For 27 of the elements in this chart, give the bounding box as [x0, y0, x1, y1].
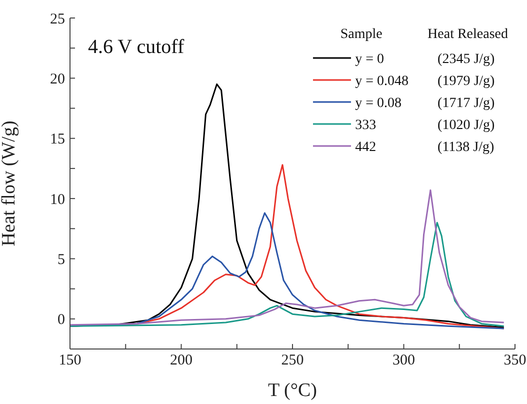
legend-label: y = 0.08 — [354, 95, 403, 113]
legend-label: 442 — [354, 139, 378, 157]
y-axis-title: Heat flow (W/g) — [0, 120, 20, 246]
legend-label: 333 — [354, 117, 378, 135]
y-tick-label: 20 — [50, 72, 65, 88]
annotation: Heat Released — [426, 26, 509, 44]
x-axis-title: T (°C) — [268, 380, 317, 401]
y-tick-label: 15 — [50, 132, 65, 148]
x-tick-label: 350 — [504, 352, 526, 369]
annotation: 4.6 V cutoff — [88, 36, 184, 59]
y-tick-label: 10 — [50, 192, 65, 208]
x-tick-label: 150 — [58, 352, 82, 369]
annotation: (1138 J/g) — [436, 139, 496, 157]
x-tick-label: 250 — [281, 352, 304, 369]
legend-title: Sample — [339, 26, 384, 44]
annotation: (2345 J/g) — [436, 51, 496, 69]
y-tick-label: 0 — [58, 312, 65, 328]
x-tick-label: 200 — [170, 352, 192, 369]
x-tick-label: 300 — [392, 352, 415, 369]
y-tick-label: 25 — [50, 11, 65, 28]
annotation: (1020 J/g) — [436, 117, 496, 135]
legend-label: y = 0.048 — [354, 73, 410, 91]
annotation: (1979 J/g) — [436, 73, 496, 91]
legend-label: y = 0 — [354, 51, 386, 69]
line-series — [70, 189, 505, 326]
annotation: (1717 J/g) — [436, 95, 496, 113]
y-tick-label: 5 — [58, 252, 65, 268]
